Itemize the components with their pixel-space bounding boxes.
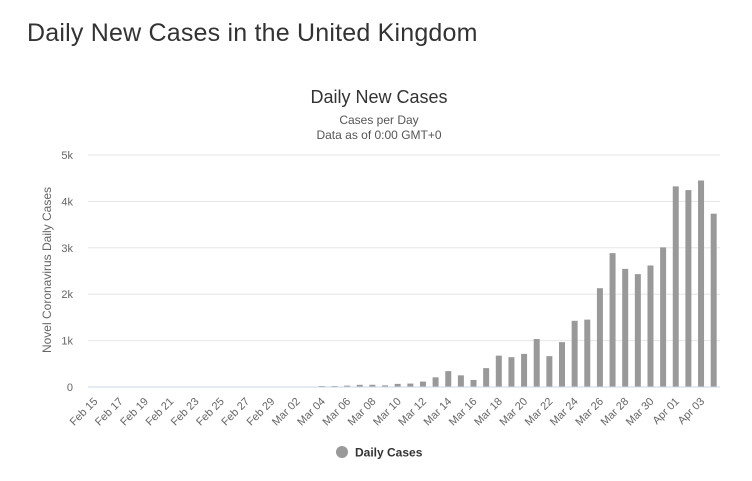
y-axis-ticks: 0 1k 2k 3k 4k 5k [61, 150, 73, 394]
bar-mar-16[interactable] [470, 379, 477, 387]
bar-mar-09[interactable] [382, 385, 389, 387]
y-tick-label: 3k [61, 243, 73, 255]
bar-apr-03[interactable] [698, 180, 705, 387]
x-tick-label: Mar 30 [624, 396, 657, 429]
bar-mar-08[interactable] [369, 384, 376, 387]
chart-subtitle: Cases per Day [339, 113, 418, 127]
x-tick-label: Apr 03 [676, 396, 707, 427]
bar-mar-06[interactable] [344, 385, 351, 387]
bar-mar-12[interactable] [419, 381, 426, 387]
bar-mar-20[interactable] [521, 353, 528, 387]
bar-mar-29[interactable] [634, 274, 641, 387]
x-tick-label: Apr 01 [650, 396, 681, 427]
bar-mar-31[interactable] [660, 247, 667, 387]
y-tick-label: 2k [61, 289, 73, 301]
bar-mar-30[interactable] [647, 265, 654, 387]
y-tick-label: 0 [67, 382, 73, 394]
bar-mar-28[interactable] [622, 268, 629, 387]
bar-mar-22[interactable] [546, 356, 553, 387]
bar-mar-21[interactable] [533, 338, 540, 387]
bar-apr-04[interactable] [710, 213, 717, 387]
legend-label: Daily Cases [355, 446, 423, 460]
bar-series [318, 180, 717, 387]
bar-mar-23[interactable] [559, 342, 565, 387]
y-tick-label: 5k [61, 150, 73, 162]
bar-mar-10[interactable] [394, 383, 401, 387]
bar-mar-25[interactable] [584, 319, 591, 387]
bar-mar-15[interactable] [457, 375, 464, 387]
y-axis-title: Novel Coronavirus Daily Cases [40, 187, 54, 353]
y-tick-label: 1k [61, 336, 73, 348]
bar-mar-26[interactable] [596, 288, 603, 387]
chart-subtitle-date: Data as of 0:00 GMT+0 [316, 128, 441, 142]
bar-apr-02[interactable] [685, 190, 692, 387]
chart-title: Daily New Cases [310, 87, 447, 107]
y-tick-label: 4k [61, 196, 73, 208]
bar-mar-19[interactable] [508, 357, 515, 387]
bar-mar-24[interactable] [571, 320, 578, 387]
legend-daily-cases[interactable]: Daily Cases [336, 446, 423, 460]
bar-apr-01[interactable] [672, 186, 679, 387]
bar-mar-07[interactable] [356, 384, 363, 387]
bar-mar-27[interactable] [609, 253, 616, 387]
bar-mar-11[interactable] [407, 383, 414, 387]
page-title: Daily New Cases in the United Kingdom [27, 19, 478, 47]
legend-marker [336, 446, 348, 458]
bar-mar-17[interactable] [483, 368, 490, 387]
bar-mar-13[interactable] [432, 377, 439, 387]
bar-mar-14[interactable] [445, 371, 452, 387]
bar-mar-18[interactable] [495, 355, 502, 387]
